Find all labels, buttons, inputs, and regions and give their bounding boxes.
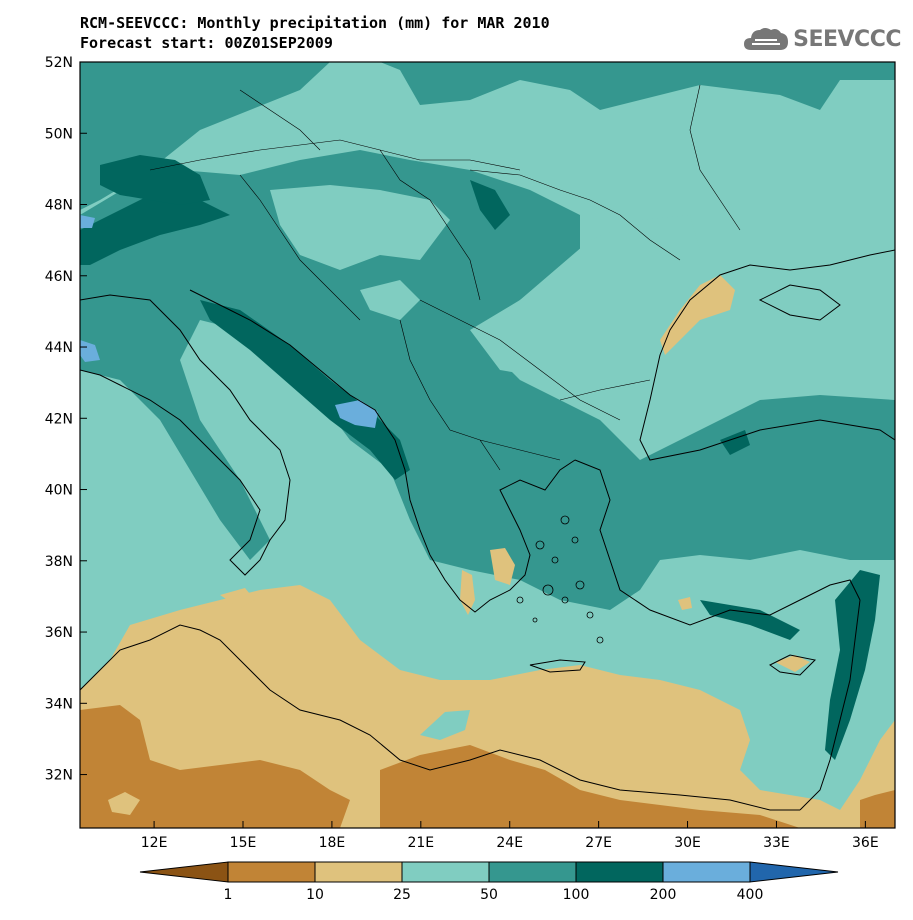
coastline-north-africa xyxy=(80,624,800,811)
seevccc-logo: SEEVCCC xyxy=(743,24,901,54)
coastlines-and-borders xyxy=(80,84,895,811)
field-10-25-spot-desert xyxy=(108,792,140,815)
colorbar-swatch xyxy=(227,861,316,883)
border-lines xyxy=(149,84,741,471)
field-10-25-peloponnese xyxy=(490,548,515,585)
colorbar-label: 400 xyxy=(737,887,764,903)
field-100-200-turkey-south xyxy=(700,600,800,640)
aegean-islands xyxy=(516,515,604,644)
field-100-200-carpathian xyxy=(470,180,510,230)
lat-tick-label: 52N xyxy=(45,55,73,71)
latitude-axis: 52N 50N 48N 46N 44N 42N 40N 38N 36N 34N 32N xyxy=(45,55,87,784)
field-200-400-adriatic xyxy=(335,400,378,428)
coastline-cyprus xyxy=(769,654,817,676)
lon-tick-label: 12E xyxy=(141,835,168,851)
colorbar-label: 25 xyxy=(393,887,411,903)
lat-tick-label: 48N xyxy=(45,198,73,214)
lon-tick-label: 27E xyxy=(585,835,612,851)
field-50-100-central xyxy=(80,150,895,610)
map-title: RCM-SEEVCCC: Monthly precipitation (mm) … xyxy=(80,14,550,32)
field-1-10-libya-east xyxy=(860,790,895,828)
lat-tick-label: 38N xyxy=(45,554,73,570)
lon-tick-label: 15E xyxy=(230,835,257,851)
colorbar-swatch xyxy=(401,861,490,883)
field-50-100-north xyxy=(80,62,895,210)
colorbar-label: 1 xyxy=(224,887,233,903)
field-25-50-hungary xyxy=(270,185,450,270)
coastline-crete xyxy=(529,659,586,673)
coastline-italy xyxy=(80,294,291,576)
field-25-50-serbia xyxy=(360,280,420,320)
forecast-start-label: Forecast start: 00Z01SEP2009 xyxy=(80,34,333,52)
coastline-greece xyxy=(429,459,576,613)
lat-tick-label: 50N xyxy=(45,126,73,142)
lon-tick-label: 24E xyxy=(496,835,523,851)
lon-tick-label: 36E xyxy=(852,835,879,851)
field-10-25-cyprus xyxy=(775,655,810,672)
colorbar-swatch xyxy=(314,861,403,883)
coastline-black-sea xyxy=(639,249,895,461)
field-10-25-turkey-spot xyxy=(678,597,692,610)
lon-tick-label: 21E xyxy=(407,835,434,851)
lat-tick-label: 34N xyxy=(45,696,73,712)
field-10-25-bulgaria-coast xyxy=(660,275,735,355)
logo-text: SEEVCCC xyxy=(793,26,901,52)
precipitation-field xyxy=(80,62,895,828)
colorbar-swatch xyxy=(488,861,577,883)
coastline-levant xyxy=(799,599,861,811)
field-100-200-adriatic xyxy=(200,300,410,480)
field-1-10-libya-west xyxy=(80,705,350,828)
lat-tick-label: 46N xyxy=(45,269,73,285)
lat-tick-label: 32N xyxy=(45,768,73,784)
colorbar-swatch xyxy=(575,861,664,883)
coastline-turkey xyxy=(574,459,861,626)
field-1-10-libya-central xyxy=(380,745,800,828)
lat-tick-label: 36N xyxy=(45,625,73,641)
colorbar: 1 10 25 50 100 200 400 xyxy=(139,861,839,903)
field-10-25-sicily xyxy=(220,588,255,608)
field-100-200-levant xyxy=(825,570,880,760)
colorbar-low-triangle xyxy=(139,861,229,883)
longitude-axis: 12E 15E 18E 21E 24E 27E 30E 33E 36E xyxy=(141,821,879,851)
colorbar-label: 50 xyxy=(480,887,498,903)
plot-frame xyxy=(79,61,896,829)
lon-tick-label: 18E xyxy=(319,835,346,851)
lon-tick-label: 30E xyxy=(674,835,701,851)
colorbar-label: 10 xyxy=(306,887,324,903)
colorbar-swatch xyxy=(662,861,751,883)
colorbar-label: 100 xyxy=(563,887,590,903)
field-10-25-greece-west xyxy=(460,570,475,615)
field-200-400-ligurian xyxy=(80,340,100,362)
field-25-50-desert-spot xyxy=(420,710,470,740)
lat-tick-label: 44N xyxy=(45,340,73,356)
lat-tick-label: 40N xyxy=(45,483,73,499)
cloud-icon xyxy=(744,28,789,50)
field-100-200-alps xyxy=(80,190,230,265)
field-25-50-romania xyxy=(470,215,700,380)
field-200-400-alps-west xyxy=(80,215,95,228)
lon-tick-label: 33E xyxy=(763,835,790,851)
colorbar-high-triangle xyxy=(749,861,839,883)
coastline-crimea xyxy=(758,284,841,321)
lat-tick-label: 42N xyxy=(45,411,73,427)
field-100-200-alps-north xyxy=(100,155,210,205)
colorbar-label: 200 xyxy=(650,887,677,903)
coastline-adriatic-east xyxy=(189,289,431,556)
